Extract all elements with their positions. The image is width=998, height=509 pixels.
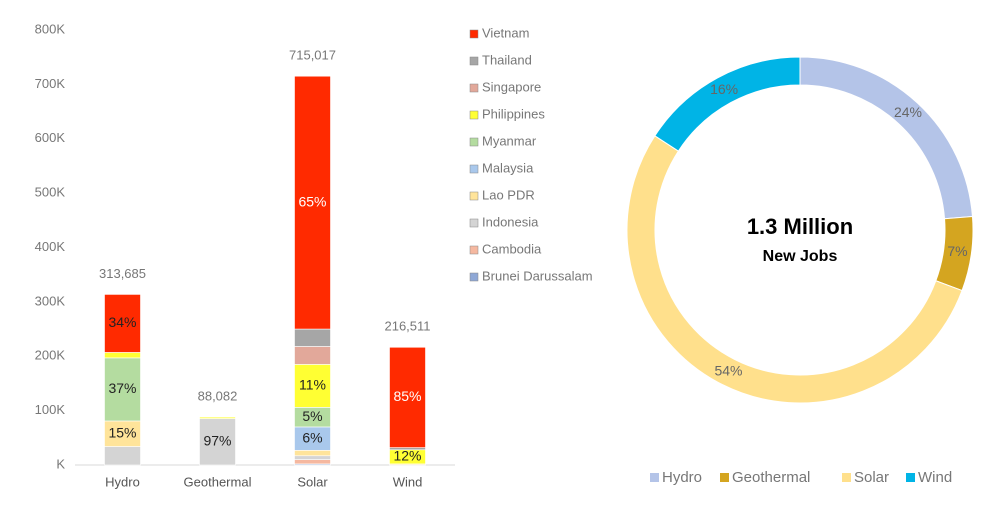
legend-label: Hydro	[662, 469, 702, 486]
donut-slice	[799, 56, 974, 220]
legend-swatch	[720, 473, 729, 482]
y-tick-label: 400K	[35, 239, 66, 254]
legend-label: Indonesia	[482, 214, 539, 229]
bar-segment	[104, 352, 141, 359]
center-subtitle: New Jobs	[763, 248, 838, 265]
legend-label: Thailand	[482, 52, 532, 67]
legend-swatch	[469, 110, 479, 120]
legend-label: Wind	[918, 469, 952, 486]
x-tick-label: Wind	[393, 474, 423, 489]
bar-segment	[199, 418, 236, 466]
bar-segment	[294, 459, 331, 465]
bar-segment	[294, 75, 331, 330]
slice-label: 24%	[894, 104, 922, 120]
center-title: 1.3 Million	[747, 214, 853, 239]
bar-segment	[104, 357, 141, 422]
legend-swatch	[469, 272, 479, 282]
bar-segment	[294, 450, 331, 457]
legend-swatch	[469, 56, 479, 66]
legend-label: Solar	[854, 469, 889, 486]
legend-swatch	[469, 29, 479, 39]
share-label: 15%	[108, 424, 136, 440]
legend-label: Vietnam	[482, 25, 529, 40]
bar-segment	[104, 294, 141, 353]
legend-swatch	[842, 473, 851, 482]
y-tick-label: 100K	[35, 402, 66, 417]
legend-label: Malaysia	[482, 160, 534, 175]
bar-segment	[294, 455, 331, 460]
bar-segment	[389, 447, 426, 451]
slice-label: 16%	[710, 81, 738, 97]
y-tick-label: 200K	[35, 348, 66, 363]
legend-swatch	[469, 191, 479, 201]
share-label: 37%	[108, 380, 136, 396]
legend-label: Cambodia	[482, 241, 542, 256]
total-label: 715,017	[289, 48, 336, 63]
legend-label: Singapore	[482, 79, 541, 94]
share-label: 34%	[108, 314, 136, 330]
donut-slice	[626, 135, 963, 404]
legend-swatch	[469, 83, 479, 93]
legend-swatch	[469, 137, 479, 147]
donut-slice	[654, 56, 801, 152]
legend-swatch	[650, 473, 659, 482]
x-tick-label: Solar	[297, 474, 328, 489]
share-label: 5%	[302, 408, 322, 424]
x-tick-label: Geothermal	[184, 474, 252, 489]
share-label: 11%	[299, 377, 326, 393]
share-label: 6%	[302, 429, 322, 445]
legend-label: Brunei Darussalam	[482, 268, 593, 283]
legend-swatch	[469, 164, 479, 174]
slice-label: 7%	[947, 243, 967, 259]
total-label: 88,082	[198, 389, 238, 404]
y-tick-label: K	[56, 456, 65, 471]
bar-segment	[389, 346, 426, 448]
y-tick-label: 700K	[35, 76, 66, 91]
bar-segment	[294, 328, 331, 347]
bar-segment	[199, 416, 236, 419]
legend-swatch	[469, 218, 479, 228]
slice-label: 54%	[714, 363, 742, 379]
legend-label: Philippines	[482, 106, 545, 121]
y-tick-label: 500K	[35, 185, 66, 200]
total-label: 216,511	[384, 319, 430, 334]
y-tick-label: 800K	[35, 21, 66, 36]
legend-swatch	[469, 245, 479, 255]
legend-swatch	[906, 473, 915, 482]
legend-label: Geothermal	[732, 469, 810, 486]
total-label: 313,685	[99, 266, 146, 281]
legend-label: Lao PDR	[482, 187, 535, 202]
share-label: 65%	[298, 193, 326, 209]
y-tick-label: 600K	[35, 130, 66, 145]
share-label: 85%	[393, 388, 421, 404]
x-tick-label: Hydro	[105, 474, 140, 489]
share-label: 12%	[393, 448, 421, 464]
y-tick-label: 300K	[35, 293, 66, 308]
share-label: 97%	[203, 432, 231, 448]
bar-segment	[294, 346, 331, 365]
bar-segment	[104, 446, 141, 466]
legend-label: Myanmar	[482, 133, 537, 148]
